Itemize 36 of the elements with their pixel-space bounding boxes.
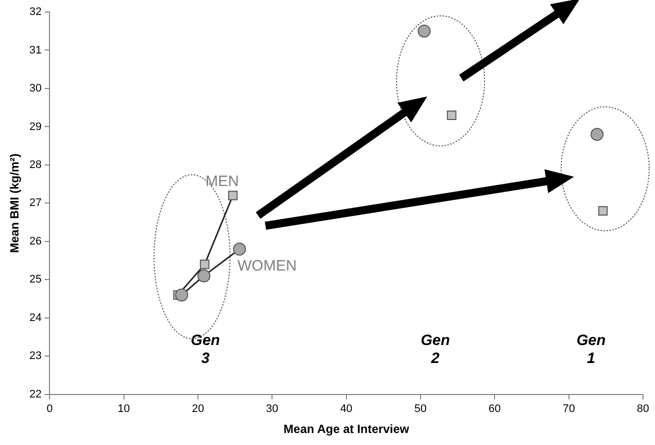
- point: [598, 206, 608, 216]
- point: [418, 24, 431, 38]
- point: [590, 128, 604, 141]
- x-tick-label: 20: [192, 403, 204, 416]
- y-tick-label: 23: [29, 350, 42, 362]
- x-tick-label: 30: [266, 403, 278, 416]
- annotation: Gen 3: [190, 332, 220, 367]
- annotation: Gen 2: [420, 332, 450, 367]
- x-tick-label: 50: [414, 403, 427, 416]
- x-tick-label: 10: [118, 403, 130, 416]
- point: [175, 288, 188, 302]
- x-tick-label: 60: [488, 403, 501, 416]
- series-label: WOMEN: [238, 258, 297, 275]
- x-tick-label: 70: [562, 403, 575, 416]
- y-tick-label: 26: [29, 235, 42, 248]
- point: [200, 260, 210, 270]
- x-tick-label: 80: [636, 403, 650, 416]
- x-tick-label: 0: [46, 403, 53, 416]
- point: [197, 269, 210, 282]
- y-tick-label: 24: [29, 312, 42, 324]
- y-tick-label: 29: [29, 120, 42, 133]
- y-tick-label: 22: [29, 388, 42, 400]
- x-tick-label: 40: [340, 403, 352, 416]
- x-axis-title: Mean Age at Interview: [284, 422, 410, 436]
- y-tick-label: 27: [29, 197, 42, 210]
- y-tick-label: 32: [29, 6, 42, 18]
- y-tick-label: 31: [29, 44, 42, 56]
- point: [446, 110, 456, 120]
- y-tick-label: 30: [29, 82, 42, 95]
- y-tick-label: 28: [29, 158, 42, 171]
- series-label: MEN: [205, 173, 239, 190]
- y-axis-title: Mean BMI (kg/m²): [8, 154, 22, 253]
- y-tick-label: 25: [29, 274, 42, 286]
- annotation: Gen 1: [576, 332, 606, 367]
- point: [233, 242, 246, 256]
- point: [228, 190, 238, 200]
